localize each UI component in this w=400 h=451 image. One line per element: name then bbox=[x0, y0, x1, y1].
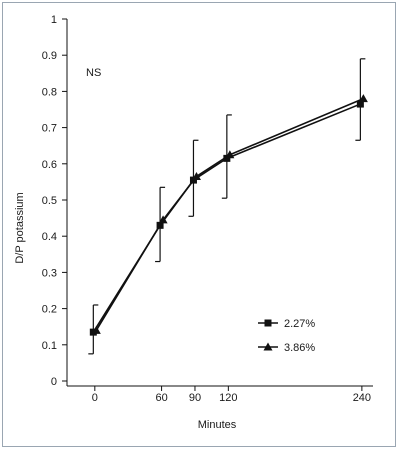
y-tick-label: 0.2 bbox=[42, 304, 57, 316]
square-marker bbox=[156, 221, 164, 229]
y-tick-label: 0.6 bbox=[42, 159, 57, 171]
square-marker bbox=[189, 176, 197, 184]
y-tick-label: 0.8 bbox=[42, 86, 57, 98]
legend-label-series-1: 2.27% bbox=[284, 318, 315, 330]
series-lines bbox=[92, 97, 364, 333]
line-chart: 0 0.1 0.2 0.3 0.4 0.5 0.6 0.7 0.8 0.9 1 0 60 90 120 240… bbox=[14, 14, 373, 431]
triangle-marker bbox=[158, 215, 168, 224]
y-axis-label: D/P potassium bbox=[14, 192, 26, 263]
legend-triangle-marker-icon bbox=[263, 342, 273, 351]
x-tick-label: 90 bbox=[189, 392, 201, 404]
x-tick-label: 0 bbox=[92, 392, 98, 404]
triangle-marker bbox=[358, 94, 368, 103]
y-tick-label: 0.7 bbox=[42, 123, 57, 135]
y-tick-label: 0.3 bbox=[42, 267, 57, 279]
y-tick-label: 0 bbox=[51, 376, 57, 388]
triangle-marker bbox=[191, 171, 201, 180]
triangle-marker bbox=[91, 325, 101, 334]
legend-square-marker-icon bbox=[264, 319, 272, 327]
series-markers bbox=[89, 94, 368, 336]
error-bars bbox=[88, 58, 366, 355]
x-axis-label: Minutes bbox=[198, 419, 237, 431]
annotation-ns: NS bbox=[86, 67, 101, 79]
y-tick-label: 0.5 bbox=[42, 195, 57, 207]
y-tick-label: 0.1 bbox=[42, 340, 57, 352]
y-tick-label: 0.9 bbox=[42, 50, 57, 62]
series-line bbox=[95, 97, 364, 331]
legend-label-series-2: 3.86% bbox=[284, 342, 315, 354]
chart-frame: 0 0.1 0.2 0.3 0.4 0.5 0.6 0.7 0.8 0.9 1 0 60 90 120 240… bbox=[2, 2, 396, 447]
ticks: 0 0.1 0.2 0.3 0.4 0.5 0.6 0.7 0.8 0.9 1 0 60 90 120 240 bbox=[42, 14, 371, 404]
legend: 2.27% 3.86% bbox=[258, 318, 315, 354]
triangle-marker bbox=[225, 150, 235, 159]
square-marker bbox=[223, 154, 231, 162]
x-tick-label: 60 bbox=[155, 392, 167, 404]
x-tick-label: 240 bbox=[353, 392, 371, 404]
x-tick-label: 120 bbox=[219, 392, 237, 404]
axes bbox=[66, 19, 373, 387]
y-tick-label: 0.4 bbox=[42, 231, 57, 243]
square-marker bbox=[356, 100, 364, 108]
y-tick-label: 1 bbox=[51, 14, 57, 26]
